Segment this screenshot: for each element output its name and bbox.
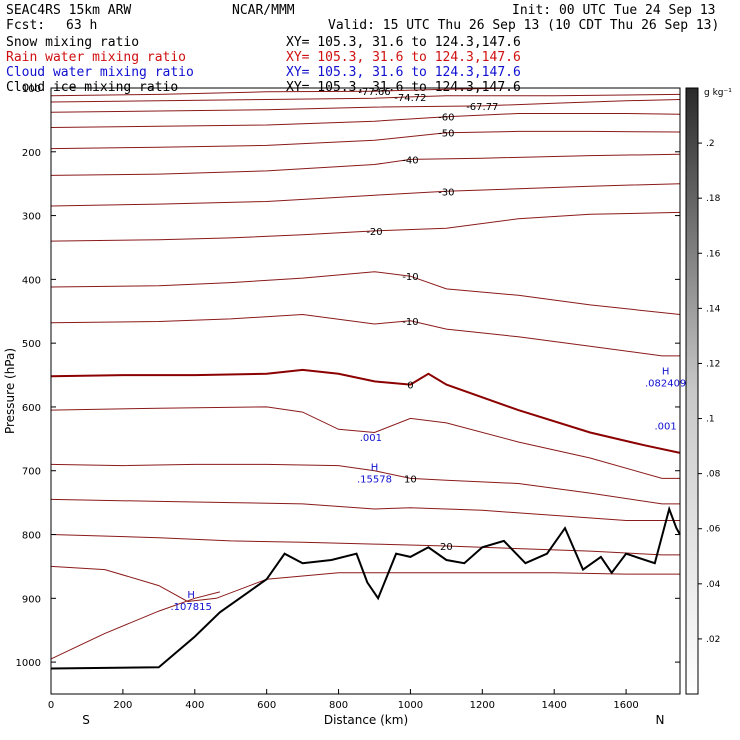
x-tick-label: 600 bbox=[257, 700, 276, 711]
isotherm-line bbox=[50, 113, 681, 128]
isotherm-line bbox=[50, 498, 680, 521]
colorbar-tick-label: .06 bbox=[706, 525, 721, 535]
org-label: NCAR/MMM bbox=[232, 3, 295, 18]
y-tick-label: 100 bbox=[22, 84, 41, 95]
field-name-snow: Snow mixing ratio bbox=[6, 35, 140, 50]
isotherm-line bbox=[50, 534, 680, 556]
isotherm-label: -60 bbox=[438, 113, 454, 124]
isotherm-line bbox=[50, 99, 681, 113]
isotherm-line bbox=[50, 130, 681, 150]
colorbar-tick-label: .04 bbox=[706, 580, 721, 590]
x-tick-label: 0 bbox=[48, 700, 54, 711]
colorbar-tick-label: .18 bbox=[706, 194, 721, 204]
isotherm-label: -77.66 bbox=[358, 87, 390, 98]
isotherm-line bbox=[50, 565, 680, 603]
colorbar bbox=[685, 87, 699, 695]
colorbar-tick-label: .1 bbox=[706, 415, 715, 425]
isotherm-label: 20 bbox=[440, 542, 453, 553]
isotherm-line bbox=[50, 87, 591, 97]
colorbar-tick-label: .08 bbox=[706, 470, 721, 480]
isotherm-label: -74.72 bbox=[394, 93, 426, 104]
isotherm-label: 10 bbox=[404, 474, 417, 485]
cloud-max-label: .15578 bbox=[357, 474, 392, 485]
isotherm-line bbox=[50, 271, 681, 315]
cloud-max-marker: H bbox=[662, 367, 670, 378]
axes-layer: 0 200 400 600 800 1000 1200 1400 160010020030040… bbox=[16, 84, 680, 711]
isotherm-label: -10 bbox=[402, 317, 418, 328]
cloud-max-label: .082409 bbox=[645, 379, 686, 390]
fcst-value: 63 h bbox=[66, 18, 98, 33]
y-tick-label: 700 bbox=[22, 467, 41, 478]
colorbar-tick-label: .16 bbox=[706, 249, 721, 259]
field-xy-cloud-water: XY= 105.3, 31.6 to 124.3,147.6 bbox=[286, 65, 521, 80]
cloud-max-label: .107815 bbox=[170, 602, 211, 613]
y-tick-label: 500 bbox=[22, 339, 41, 350]
x-end-label-left: S bbox=[82, 713, 90, 727]
y-tick-label: 600 bbox=[22, 403, 41, 414]
isotherm-line bbox=[50, 368, 681, 454]
isotherm-label: 0 bbox=[407, 381, 413, 392]
y-tick-label: 400 bbox=[22, 275, 41, 286]
isotherm-layer: -77.66 -74.72 -67.77 -60 -50 -40 -30 -20 -10 -10 0… bbox=[50, 87, 681, 660]
isotherm-label: -30 bbox=[438, 187, 454, 198]
cloud-max-label: .001 bbox=[360, 433, 382, 444]
x-tick-label: 1000 bbox=[398, 700, 423, 711]
isotherm-line bbox=[50, 406, 680, 479]
x-end-label-right: N bbox=[656, 713, 665, 727]
init-time: Init: 00 UTC Tue 24 Sep 13 bbox=[512, 3, 716, 18]
x-tick-label: 200 bbox=[113, 700, 132, 711]
x-tick-label: 1200 bbox=[470, 700, 495, 711]
fcst-label: Fcst: bbox=[6, 18, 46, 33]
y-tick-label: 1000 bbox=[16, 658, 41, 669]
isotherm-label: -67.77 bbox=[466, 102, 498, 113]
colorbar-tick-label: .02 bbox=[706, 635, 720, 645]
field-name-rain: Rain water mixing ratio bbox=[6, 50, 187, 65]
isotherm-line bbox=[50, 93, 681, 103]
model-label: SEAC4RS 15km ARW bbox=[6, 3, 132, 18]
field-name-cloud-water: Cloud water mixing ratio bbox=[6, 65, 194, 80]
isotherm-label: -50 bbox=[438, 129, 454, 140]
valid-time: Valid: 15 UTC Thu 26 Sep 13 (10 CDT Thu … bbox=[328, 18, 720, 33]
cloud-max-marker: H bbox=[187, 590, 195, 601]
y-axis-label: Pressure (hPa) bbox=[3, 348, 17, 434]
y-tick-label: 800 bbox=[22, 531, 41, 542]
x-tick-label: 800 bbox=[329, 700, 348, 711]
cloud-max-marker: H bbox=[371, 462, 379, 473]
isotherm-label: -20 bbox=[366, 227, 382, 238]
terrain-line bbox=[50, 505, 681, 670]
colorbar-ticks: .02 .04 .06 .08 .1 .12 .14 .16 .18 .2 bbox=[698, 139, 721, 645]
x-axis-label: Distance (km) bbox=[324, 713, 408, 727]
x-tick-label: 1600 bbox=[613, 700, 638, 711]
isotherm-label: -40 bbox=[402, 155, 418, 166]
cloud-max-label: .001 bbox=[654, 421, 676, 432]
x-tick-label: 1400 bbox=[541, 700, 566, 711]
colorbar-tick-label: .12 bbox=[706, 359, 720, 369]
isotherm-line bbox=[50, 463, 680, 505]
isotherm-line bbox=[50, 183, 681, 207]
colorbar-tick-label: .14 bbox=[706, 304, 721, 314]
y-tick-label: 300 bbox=[22, 212, 41, 223]
isotherm-line bbox=[50, 313, 680, 357]
y-tick-label: 900 bbox=[22, 594, 41, 605]
colorbar-unit: g kg⁻¹ bbox=[704, 88, 732, 98]
isotherm-label: -10 bbox=[402, 272, 418, 283]
y-tick-label: 200 bbox=[22, 148, 41, 159]
plot-frame bbox=[50, 87, 681, 695]
isotherm-line bbox=[50, 153, 681, 176]
x-tick-label: 400 bbox=[185, 700, 204, 711]
isotherm-line bbox=[50, 591, 221, 660]
isotherm-line bbox=[50, 211, 681, 242]
terrain-layer bbox=[50, 505, 681, 670]
field-xy-snow: XY= 105.3, 31.6 to 124.3,147.6 bbox=[286, 35, 521, 50]
colorbar-tick-label: .2 bbox=[706, 139, 715, 149]
field-xy-rain: XY= 105.3, 31.6 to 124.3,147.6 bbox=[286, 50, 521, 65]
